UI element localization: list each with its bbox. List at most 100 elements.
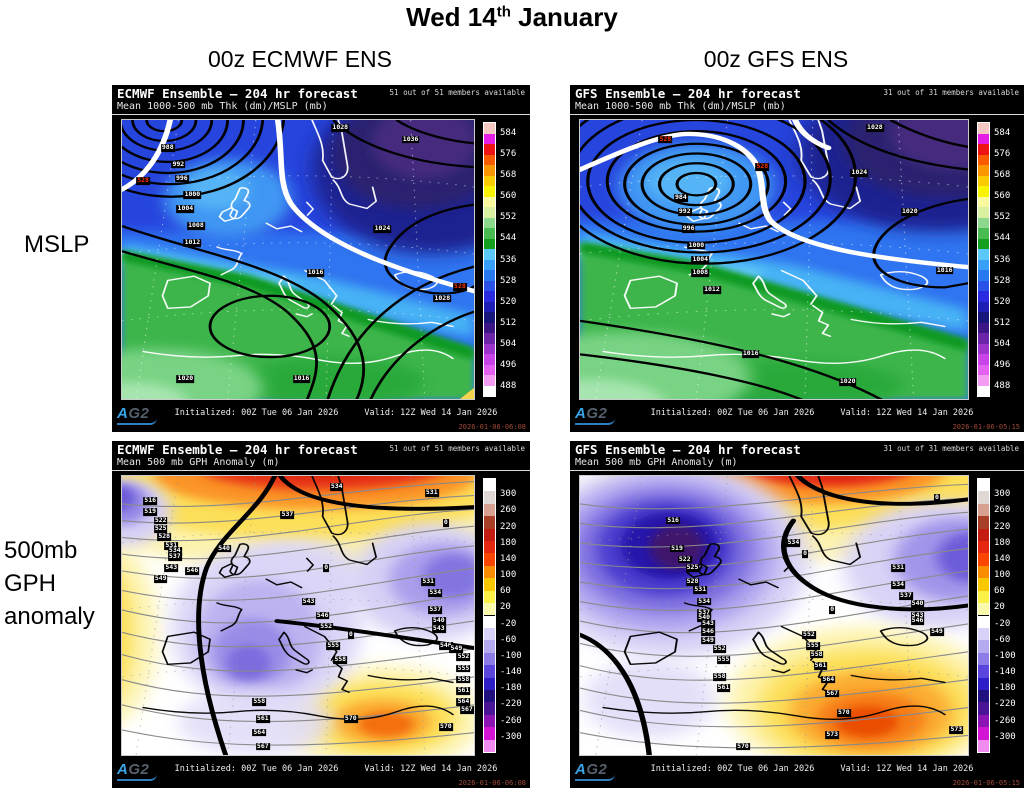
colorbar-segment [484,640,495,653]
initialized-text: Initialized: 00Z Tue 06 Jan 2026 [174,408,339,418]
members-available: 51 out of 51 members available [389,444,525,453]
colorbar-segment [484,603,495,616]
panel-body: 534 531 537 0 516 519 522 525 528 531 534 537 540 543… [112,472,530,759]
panel-subtitle: Mean 1000-500 mb Thk (dm)/MSLP (mb) [575,101,786,112]
colorbar-tick-label: 552 [994,212,1011,223]
panel-title: GFS Ensemble — 204 hr forecast [575,442,801,457]
panel-footer: AG2 Initialized: 00Z Tue 06 Jan 2026 Vali… [112,403,530,432]
contour-label: 1036 [401,134,420,144]
contour-label: 1016 [935,265,954,275]
contour-label: 525 [153,524,168,533]
contour-label: 1024 [850,168,869,177]
colorbar-segment [484,677,495,690]
colorbar-tick-label: 60 [994,586,1005,597]
colorbar: 300 260 220 180 140 100 60 20 -20 -60 -100 -140 -180… [977,478,1016,753]
generation-timestamp: 2026-01-06-05:15 [952,423,1020,431]
colorbar-segment [484,541,495,554]
colorbar-segment [484,207,495,218]
colorbar-segment [978,343,989,354]
colorbar-segment [978,385,989,396]
colorbar-tick-label: 140 [500,553,517,564]
panel-footer: AG2 Initialized: 00Z Tue 06 Jan 2026 Vali… [570,403,1024,432]
contour-label: 1016 [292,374,311,384]
colorbar-tick-label: -260 [500,715,522,726]
contour-label: 984 [674,193,688,203]
panel-header: ECMWF Ensemble — 204 hr forecast Mean 10… [112,85,530,115]
title-superscript: th [496,3,511,21]
colorbar-tick-label: -260 [994,715,1016,726]
contour-label: 528 [157,532,172,542]
contour-label: 558 [712,671,727,681]
colorbar-tick-label: 260 [500,505,517,516]
colorbar-segment [978,565,989,579]
colorbar-tick-label: -140 [500,667,522,678]
colorbar-segment [484,175,495,186]
contour-label: 992 [171,159,186,169]
contour-label: 546 [701,627,715,637]
contour-label: 1000 [687,240,706,250]
colorbar-segment [484,491,495,504]
colorbar-tick-label: 20 [500,602,511,613]
colorbar-segment [978,322,989,333]
panel-header: GFS Ensemble — 204 hr forecast Mean 500 … [570,441,1024,471]
colorbar-segment [484,516,495,529]
colorbar-segment [484,165,495,176]
colorbar-tick-label: 568 [994,169,1011,180]
contour-label: 0 [323,563,330,572]
forecast-panel-ecmwf-gph-anomaly: ECMWF Ensemble — 204 hr forecast Mean 50… [112,441,530,788]
contour-label: 564 [252,727,267,737]
colorbar-segment [978,238,989,249]
logo-letters: G2 [586,761,608,778]
colorbar-segment [484,228,495,239]
colorbar-segment [484,249,495,260]
contour-label: 1008 [187,221,205,230]
contour-labels: 0 534 0 516 519 522 525 528 531 534 537 540 543 546 54… [580,476,968,755]
colorbar-segment [484,259,495,270]
contour-label: 516 [143,496,158,506]
contour-label: 537 [428,605,443,614]
contour-label: 1024 [373,223,392,233]
contour-label: 1020 [176,374,195,384]
colorbar-tick-label: -60 [500,634,517,645]
colorbar-segment [484,322,495,333]
colorbar-tick-label: -180 [500,683,522,694]
contour-label: 1012 [703,285,721,295]
contour-label: 552 [456,652,471,662]
contour-label: 1028 [433,293,452,303]
row-label-mslp: MSLP [24,231,90,258]
weather-map: 0 534 0 516 519 522 525 528 531 534 537 540 543 546 54… [579,475,969,756]
contour-label: 1004 [176,204,195,214]
colorbar-segment [978,479,989,492]
colorbar-segment [484,714,495,728]
colorbar-segment [978,333,989,344]
contour-label: 0 [933,493,940,503]
contour-label: 555 [326,641,341,651]
colorbar-segment [484,665,495,678]
contour-labels: 528 528 1028 1024 1020 984 992 996 1000 1004 1008 1… [580,120,968,399]
panel-subtitle: Mean 500 mb GPH Anomaly (m) [575,457,738,468]
colorbar-tick-label: 560 [994,191,1011,202]
contour-label: 543 [431,624,446,634]
init-valid-text: Initialized: 00Z Tue 06 Jan 2026 Valid: 1… [600,408,1024,418]
members-available: 31 out of 31 members available [883,88,1019,97]
contour-label: 534 [167,546,182,556]
colorbar-segment [484,154,495,165]
contour-label: 522 [677,554,692,564]
contour-label: 543 [164,563,179,572]
colorbar-segment [484,627,495,641]
colorbar-segment [484,689,495,703]
colorbar-segment [978,280,989,291]
colorbar-segment [978,186,989,197]
panel-body: 0 534 0 516 519 522 525 528 531 534 537 540 543 546 54… [570,472,1024,759]
colorbar-gradient [977,122,990,397]
members-available: 31 out of 31 members available [883,444,1019,453]
colorbar-segment [978,640,989,653]
contour-label: 1012 [183,237,202,247]
initialized-text: Initialized: 00Z Tue 06 Jan 2026 [174,764,339,774]
contour-label: 540 [910,599,925,609]
colorbar-segment [978,603,989,616]
colorbar-segment [978,123,989,134]
contour-label: 552 [319,621,334,631]
contour-label: 537 [697,607,712,617]
colorbar-tick-label: 100 [994,570,1011,581]
